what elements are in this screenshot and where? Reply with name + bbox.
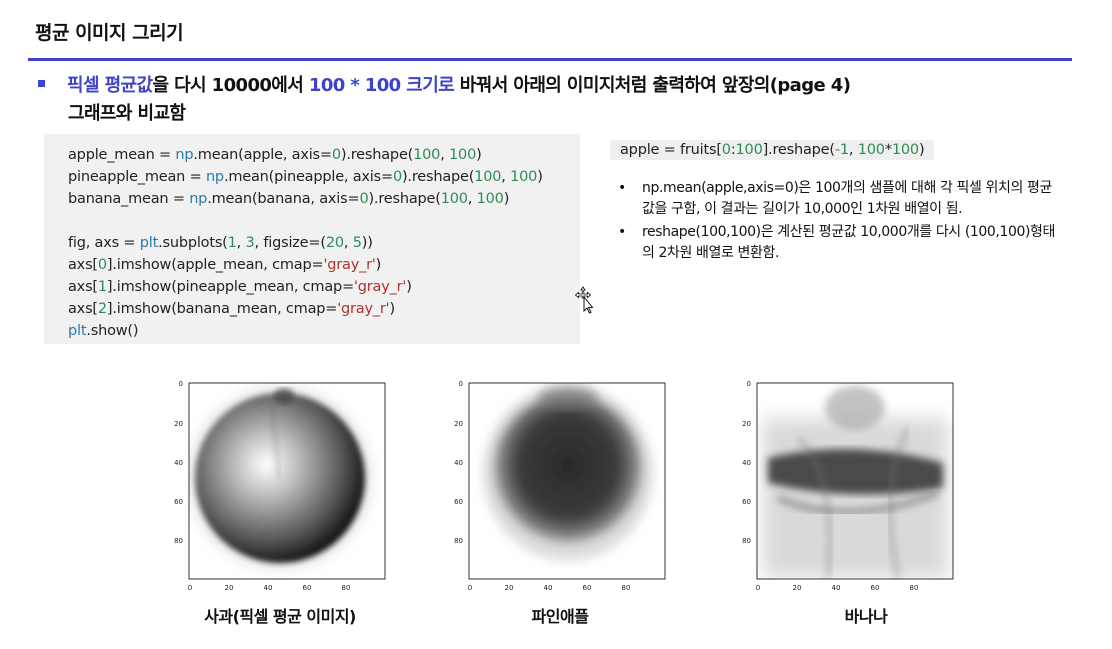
svg-text:20: 20 <box>793 584 802 592</box>
svg-text:0: 0 <box>468 584 472 592</box>
svg-text:40: 40 <box>742 459 751 467</box>
banana-mean-image <box>763 386 948 579</box>
svg-text:60: 60 <box>871 584 880 592</box>
code-line: axs[1].imshow(pineapple_mean, cmap='gray… <box>68 279 412 295</box>
svg-text:20: 20 <box>505 584 514 592</box>
svg-text:80: 80 <box>454 537 463 545</box>
svg-text:0: 0 <box>188 584 192 592</box>
banana-y-ticks: 0 20 40 60 80 <box>742 380 751 545</box>
svg-text:0: 0 <box>756 584 760 592</box>
svg-text:0: 0 <box>459 380 463 388</box>
svg-text:20: 20 <box>174 420 183 428</box>
apple-caption: 사과(픽셀 평균 이미지) <box>204 607 356 626</box>
svg-text:40: 40 <box>174 459 183 467</box>
move-cursor-icon <box>574 286 594 314</box>
main-bullet: 픽셀 평균값을 다시 10000에서 100 * 100 크기로 바꿔서 아래의… <box>38 72 1078 128</box>
note-item: • reshape(100,100)은 계산된 평균값 10,000개를 다시 (… <box>618 224 1056 261</box>
code-line: plt.show() <box>68 323 139 339</box>
code-block <box>44 134 580 344</box>
code-line: axs[0].imshow(apple_mean, cmap='gray_r') <box>68 257 382 273</box>
note-item: • np.mean(apple,axis=0)은 100개의 샘플에 대해 각 픽… <box>618 180 1052 217</box>
svg-text:40: 40 <box>832 584 841 592</box>
code-line: banana_mean = np.mean(banana, axis=0).re… <box>68 191 510 207</box>
svg-text:60: 60 <box>174 498 183 506</box>
svg-text:80: 80 <box>742 537 751 545</box>
svg-text:80: 80 <box>342 584 351 592</box>
svg-text:20: 20 <box>454 420 463 428</box>
page-title: 평균 이미지 그리기 <box>35 22 184 44</box>
svg-text:0: 0 <box>179 380 183 388</box>
svg-text:40: 40 <box>454 459 463 467</box>
svg-text:60: 60 <box>742 498 751 506</box>
square-bullet-icon <box>38 79 45 87</box>
apple-mean-plot: 0 20 40 60 80 0 20 40 60 80 <box>174 380 386 592</box>
code-line: axs[2].imshow(banana_mean, cmap='gray_r'… <box>68 301 395 317</box>
pineapple-mean-plot: 0 20 40 60 80 0 20 40 60 80 <box>454 380 666 592</box>
code-line: apple_mean = np.mean(apple, axis=0).resh… <box>68 147 482 163</box>
bullet-text-2: 바꿔서 아래의 이미지처럼 출력하여 앞장의(page 4) <box>454 75 851 96</box>
svg-text:60: 60 <box>583 584 592 592</box>
bullet-highlight-2: 100 * 100 크기로 <box>308 75 455 96</box>
title-divider <box>28 58 1072 61</box>
svg-text:80: 80 <box>910 584 919 592</box>
banana-x-ticks: 0 20 40 60 80 <box>756 584 919 592</box>
banana-caption: 바나나 <box>844 607 888 626</box>
pineapple-mean-image <box>483 385 653 561</box>
svg-text:80: 80 <box>622 584 631 592</box>
bullet-highlight-1: 픽셀 평균값 <box>67 75 153 96</box>
inline-code: apple = fruits[0:100].reshape(-1, 100*10… <box>610 140 935 160</box>
svg-text:80: 80 <box>174 537 183 545</box>
pineapple-x-ticks: 0 20 40 60 80 <box>468 584 631 592</box>
code-line: pineapple_mean = np.mean(pineapple, axis… <box>68 169 543 185</box>
apple-mean-image <box>189 386 372 570</box>
svg-text:40: 40 <box>264 584 273 592</box>
svg-text:40: 40 <box>544 584 553 592</box>
svg-text:60: 60 <box>454 498 463 506</box>
svg-text:60: 60 <box>303 584 312 592</box>
pineapple-caption: 파인애플 <box>531 607 589 626</box>
code-line: fig, axs = plt.subplots(1, 3, figsize=(2… <box>68 235 373 251</box>
apple-x-ticks: 0 20 40 60 80 <box>188 584 351 592</box>
svg-text:0: 0 <box>747 380 751 388</box>
code-blank-line <box>68 210 543 232</box>
bullet-text-3: 그래프와 비교함 <box>68 103 186 124</box>
banana-mean-plot: 0 20 40 60 80 0 20 40 60 80 <box>742 380 954 592</box>
svg-text:20: 20 <box>742 420 751 428</box>
apple-y-ticks: 0 20 40 60 80 <box>174 380 183 545</box>
code-lines: apple_mean = np.mean(apple, axis=0).resh… <box>68 144 543 342</box>
explanation-notes: • np.mean(apple,axis=0)은 100개의 샘플에 대해 각 픽… <box>618 178 1058 266</box>
bullet-text-1: 을 다시 10000에서 <box>152 75 309 96</box>
svg-text:20: 20 <box>225 584 234 592</box>
pineapple-y-ticks: 0 20 40 60 80 <box>454 380 463 545</box>
